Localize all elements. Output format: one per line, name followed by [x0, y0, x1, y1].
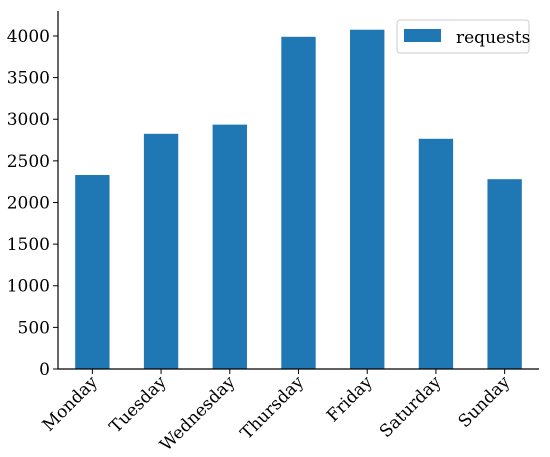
y-tick-label: 500: [18, 318, 50, 338]
y-tick-label: 1500: [7, 235, 50, 255]
y-tick-label: 0: [39, 360, 50, 380]
y-tick-label: 1000: [7, 277, 50, 297]
bar-thursday: [281, 36, 316, 370]
bar-saturday: [418, 138, 454, 369]
x-tick-label: Thursday: [237, 372, 308, 443]
y-tick-label: 3000: [7, 110, 50, 130]
legend-frame: [396, 19, 530, 54]
x-tick-label: Sunday: [455, 372, 515, 432]
bar-sunday: [487, 179, 522, 369]
y-tick-label: 3500: [7, 69, 50, 89]
x-tick-label: Friday: [323, 372, 377, 426]
legend-swatch: [404, 29, 441, 42]
bar-tuesday: [143, 133, 179, 369]
x-tick-label: Saturday: [376, 372, 446, 442]
bars-group: [75, 29, 522, 370]
legend: requests: [396, 19, 530, 54]
y-axis: 0 500 1000 1500 2000 2500 3000 3500 4000: [7, 11, 59, 380]
x-tick-label: Monday: [39, 372, 102, 435]
x-tick-label: Tuesday: [106, 372, 171, 437]
x-tick-label: Wednesday: [156, 372, 239, 455]
y-tick-label: 2500: [7, 152, 50, 172]
bar-friday: [350, 29, 385, 369]
bar-wednesday: [212, 124, 247, 369]
y-tick-label: 4000: [7, 27, 50, 47]
bar-monday: [75, 175, 110, 369]
legend-label: requests: [456, 28, 530, 48]
y-tick-label: 2000: [7, 193, 50, 213]
